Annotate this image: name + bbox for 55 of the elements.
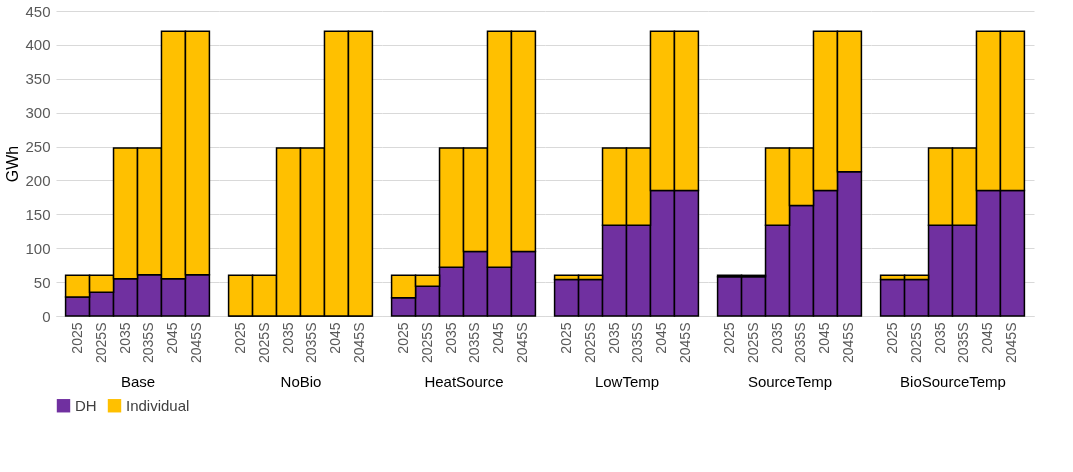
x-tick-label: 2045S bbox=[351, 322, 368, 363]
x-tick-label: 2025 bbox=[68, 322, 85, 354]
y-tick-label: 0 bbox=[42, 307, 51, 325]
x-tick-label: 2035S bbox=[629, 322, 646, 363]
x-tick-label: 2035S bbox=[466, 322, 483, 363]
x-axis-title: BioSourceTemp bbox=[900, 372, 1006, 390]
x-tick-label: 2045S bbox=[840, 322, 857, 363]
y-tick-label: 400 bbox=[25, 36, 51, 54]
x-tick-label: 2045 bbox=[490, 322, 507, 354]
y-tick-label: 450 bbox=[25, 2, 51, 20]
x-axis-title: SourceTemp bbox=[747, 372, 833, 390]
y-tick-label: 100 bbox=[25, 239, 51, 257]
x-tick-label: 2035 bbox=[442, 322, 459, 354]
x-tick-label: 2045 bbox=[816, 322, 833, 354]
x-tick-label: 2045S bbox=[677, 322, 694, 363]
x-tick-label: 2045 bbox=[979, 322, 996, 354]
x-tick-label: 2035 bbox=[279, 322, 296, 354]
y-tick-label: 300 bbox=[25, 104, 51, 122]
x-tick-label: 2025S bbox=[581, 322, 598, 363]
x-tick-label: 2045 bbox=[653, 322, 670, 354]
y-tick-label: 200 bbox=[25, 171, 51, 189]
x-tick-label: 2035S bbox=[303, 322, 320, 363]
y-axis-title: GWh bbox=[4, 145, 22, 183]
y-tick-label: 350 bbox=[25, 70, 51, 88]
x-tick-label: 2045 bbox=[327, 322, 344, 354]
x-tick-label: 2035S bbox=[792, 322, 809, 363]
x-tick-label: 2035 bbox=[768, 322, 785, 354]
x-tick-label: 2025S bbox=[255, 322, 272, 363]
x-tick-label: 2025 bbox=[557, 322, 574, 354]
x-tick-label: 2045S bbox=[1003, 322, 1020, 363]
x-axis-title: HeatSource bbox=[424, 372, 504, 390]
legend-label: Individual bbox=[126, 396, 190, 414]
x-tick-label: 2035 bbox=[931, 322, 948, 354]
x-tick-label: 2045 bbox=[164, 322, 181, 354]
x-tick-label: 2025 bbox=[231, 322, 248, 354]
x-tick-label: 2025S bbox=[907, 322, 924, 363]
x-axis-title: LowTemp bbox=[594, 372, 660, 390]
y-tick-label: 150 bbox=[25, 205, 51, 223]
legend-label: DH bbox=[75, 396, 97, 414]
x-tick-label: 2025 bbox=[883, 322, 900, 354]
x-tick-label: 2025 bbox=[720, 322, 737, 354]
x-axis-title: Base bbox=[120, 372, 156, 390]
x-tick-label: 2025 bbox=[394, 322, 411, 354]
x-tick-label: 2025S bbox=[92, 322, 109, 363]
x-tick-label: 2025S bbox=[418, 322, 435, 363]
x-axis-title: NoBio bbox=[280, 372, 322, 390]
x-tick-label: 2025S bbox=[744, 322, 761, 363]
x-tick-label: 2045S bbox=[188, 322, 205, 363]
x-tick-label: 2045S bbox=[514, 322, 531, 363]
x-tick-label: 2035 bbox=[605, 322, 622, 354]
x-tick-label: 2035S bbox=[140, 322, 157, 363]
x-tick-label: 2035S bbox=[955, 322, 972, 363]
y-tick-label: 50 bbox=[33, 273, 51, 291]
x-tick-label: 2035 bbox=[116, 322, 133, 354]
y-tick-label: 250 bbox=[25, 138, 51, 156]
